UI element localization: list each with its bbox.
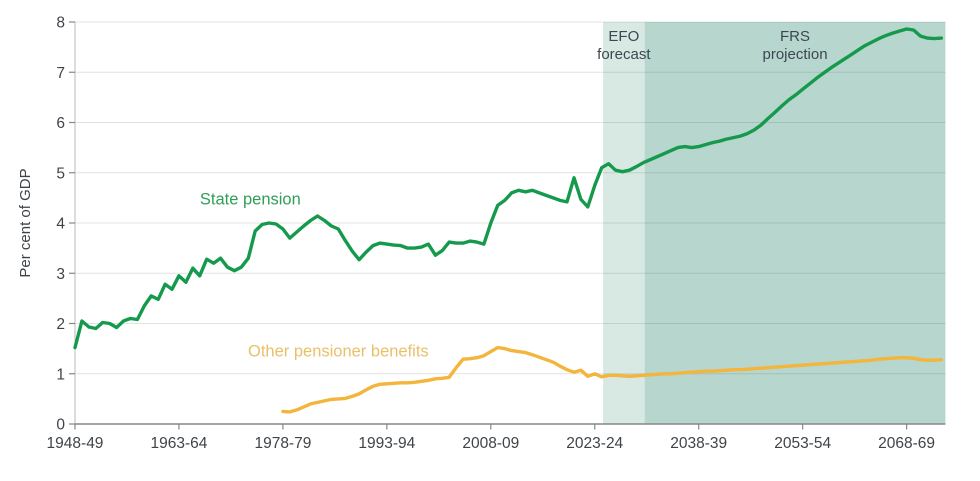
y-tick-label: 4 (56, 216, 65, 233)
efo-forecast-band (603, 22, 645, 424)
frs-projection-band-label: FRS projection (763, 28, 828, 63)
x-tick-label: 2068-69 (878, 435, 935, 452)
series-labels: State pension Other pensioner benefits (200, 190, 429, 360)
y-tick-label: 3 (56, 266, 65, 283)
y-tick-label: 6 (56, 115, 65, 132)
y-tick-label: 5 (56, 165, 65, 182)
y-tick-label: 1 (56, 366, 65, 383)
x-tick-label: 1978-79 (254, 435, 311, 452)
band-labels: EFO forecast FRS projection (597, 28, 827, 63)
y-tick-label: 0 (56, 417, 65, 434)
x-tick-label: 1993-94 (358, 435, 415, 452)
series-label-state-pension: State pension (200, 190, 301, 208)
axis-tick-labels: 0 1 2 3 4 5 6 7 8 1948-49 1963-64 1978-79 1993-94 200… (47, 15, 935, 453)
x-tick-label: 1963-64 (151, 435, 208, 452)
axes-and-ticks (69, 21, 946, 430)
y-tick-label: 7 (56, 65, 65, 82)
x-tick-label: 1948-49 (47, 435, 104, 452)
y-axis-title: Per cent of GDP (17, 168, 34, 277)
grid-lines (75, 21, 946, 375)
series-label-other-pensioner-benefits: Other pensioner benefits (248, 343, 429, 361)
x-tick-label: 2053-54 (774, 435, 831, 452)
x-tick-label: 2038-39 (670, 435, 727, 452)
x-tick-label: 2008-09 (462, 435, 519, 452)
other-pensioner-benefits-line (281, 345, 943, 414)
efo-forecast-band-label: EFO forecast (597, 28, 651, 63)
y-tick-label: 2 (56, 316, 65, 333)
state-pension-line (73, 27, 943, 350)
y-tick-label: 8 (56, 15, 65, 32)
x-tick-label: 2023-24 (566, 435, 623, 452)
data-lines (73, 27, 943, 414)
